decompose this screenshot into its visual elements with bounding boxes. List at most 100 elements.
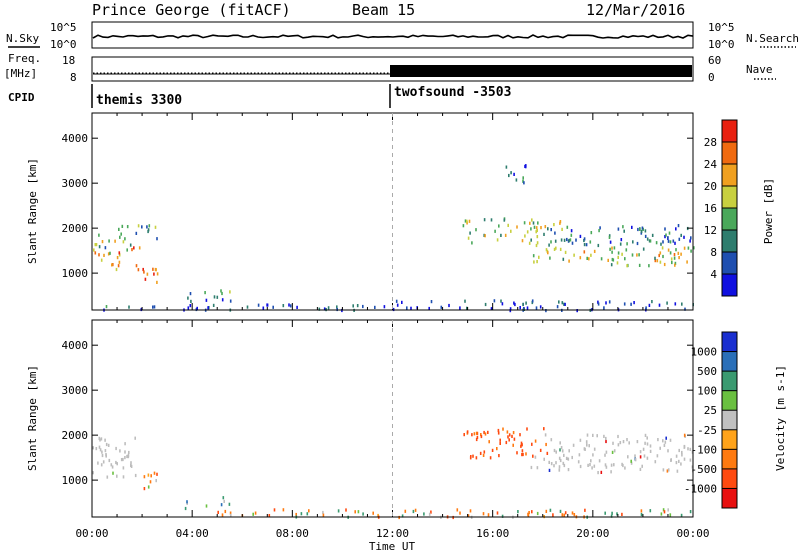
data-cell bbox=[661, 246, 664, 250]
data-cell bbox=[534, 455, 537, 459]
data-cell bbox=[106, 475, 109, 479]
data-cell bbox=[488, 440, 490, 444]
data-cell bbox=[528, 241, 531, 245]
noise-panel: N.Sky 10^5 10^0 10^5 10^0 N.Search bbox=[6, 21, 799, 51]
data-cell bbox=[483, 450, 486, 454]
data-cell bbox=[467, 236, 470, 240]
data-cell bbox=[469, 456, 472, 460]
data-cell bbox=[616, 512, 618, 516]
data-cell bbox=[535, 226, 538, 230]
data-cell bbox=[406, 306, 408, 310]
data-cell bbox=[105, 442, 108, 447]
data-cell bbox=[526, 306, 529, 310]
data-cell bbox=[674, 241, 676, 245]
data-cell bbox=[678, 459, 680, 463]
data-cell bbox=[466, 219, 468, 223]
data-cell bbox=[654, 259, 657, 263]
velocity-axes: 1000 2000 3000 4000 bbox=[62, 320, 694, 517]
data-cell bbox=[532, 221, 535, 225]
data-cell bbox=[512, 431, 515, 435]
data-cell bbox=[573, 513, 576, 517]
data-cell bbox=[515, 178, 518, 182]
data-cell bbox=[118, 253, 121, 257]
cpid-mode-1: themis 3300 bbox=[96, 93, 182, 108]
data-cell bbox=[428, 306, 430, 311]
data-cell bbox=[504, 233, 507, 237]
data-cell bbox=[672, 239, 675, 243]
data-cell bbox=[583, 237, 586, 241]
data-cell bbox=[525, 452, 527, 456]
data-cell bbox=[609, 240, 612, 244]
data-cell bbox=[588, 257, 590, 261]
noise-trace bbox=[92, 34, 694, 39]
x-tick-label: 00:00 bbox=[75, 527, 108, 540]
data-cell bbox=[528, 511, 530, 515]
data-cell bbox=[466, 306, 468, 310]
data-cell bbox=[156, 272, 159, 276]
data-cell bbox=[296, 305, 298, 309]
data-cell bbox=[374, 305, 376, 309]
data-cell bbox=[687, 447, 689, 451]
colorbar-swatch bbox=[722, 371, 737, 392]
data-cell bbox=[674, 263, 676, 267]
data-cell bbox=[644, 433, 647, 437]
data-cell bbox=[508, 433, 511, 437]
data-cell bbox=[533, 225, 536, 229]
colorbar-swatch bbox=[722, 120, 737, 143]
data-cell bbox=[459, 511, 461, 515]
data-cell bbox=[357, 510, 360, 514]
noise-right-tick-bottom: 10^0 bbox=[708, 38, 735, 51]
data-cell bbox=[639, 455, 642, 459]
colorbar-swatch bbox=[722, 468, 737, 489]
data-cell bbox=[605, 439, 607, 444]
x-tick-label: 12:00 bbox=[376, 527, 409, 540]
data-cell bbox=[246, 305, 249, 309]
data-cell bbox=[510, 229, 512, 233]
data-cell bbox=[648, 303, 651, 307]
data-cell bbox=[669, 251, 672, 255]
data-cell bbox=[586, 443, 588, 447]
data-cell bbox=[100, 258, 103, 262]
data-cell bbox=[118, 227, 120, 231]
data-cell bbox=[224, 509, 227, 514]
colorbar-tick-label: 28 bbox=[704, 136, 717, 149]
data-cell bbox=[578, 453, 581, 457]
data-cell bbox=[689, 447, 692, 451]
data-cell bbox=[536, 511, 539, 516]
data-cell bbox=[464, 299, 466, 303]
data-cell bbox=[322, 510, 324, 515]
data-cell bbox=[545, 509, 548, 513]
data-cell bbox=[660, 242, 662, 246]
data-cell bbox=[564, 250, 567, 254]
data-cell bbox=[593, 447, 596, 451]
data-cell bbox=[598, 229, 600, 233]
data-cell bbox=[537, 221, 539, 225]
data-cell bbox=[104, 438, 106, 442]
data-cell bbox=[508, 173, 510, 178]
data-cell bbox=[153, 272, 155, 276]
data-cell bbox=[545, 442, 547, 447]
data-cell bbox=[354, 510, 356, 514]
data-cell bbox=[545, 309, 547, 313]
data-cell bbox=[667, 449, 669, 453]
data-cell bbox=[667, 248, 670, 252]
data-cell bbox=[98, 445, 101, 449]
data-cell bbox=[117, 264, 120, 268]
data-cell bbox=[99, 448, 102, 452]
data-cell bbox=[553, 223, 555, 227]
data-cell bbox=[683, 433, 686, 437]
data-cell bbox=[550, 462, 553, 466]
data-cell bbox=[659, 446, 661, 450]
data-cell bbox=[475, 431, 478, 435]
data-cell bbox=[674, 261, 677, 265]
data-cell bbox=[648, 239, 651, 243]
cpid-panel: CPID themis 3300 twofsound -3503 bbox=[8, 84, 511, 108]
data-cell bbox=[120, 458, 123, 462]
data-cell bbox=[648, 264, 650, 268]
data-cell bbox=[471, 433, 473, 437]
data-cell bbox=[536, 235, 539, 239]
data-cell bbox=[626, 242, 628, 246]
data-cell bbox=[336, 305, 338, 309]
data-cell bbox=[667, 239, 670, 243]
power-axes: 1000 2000 3000 4000 bbox=[62, 113, 694, 310]
